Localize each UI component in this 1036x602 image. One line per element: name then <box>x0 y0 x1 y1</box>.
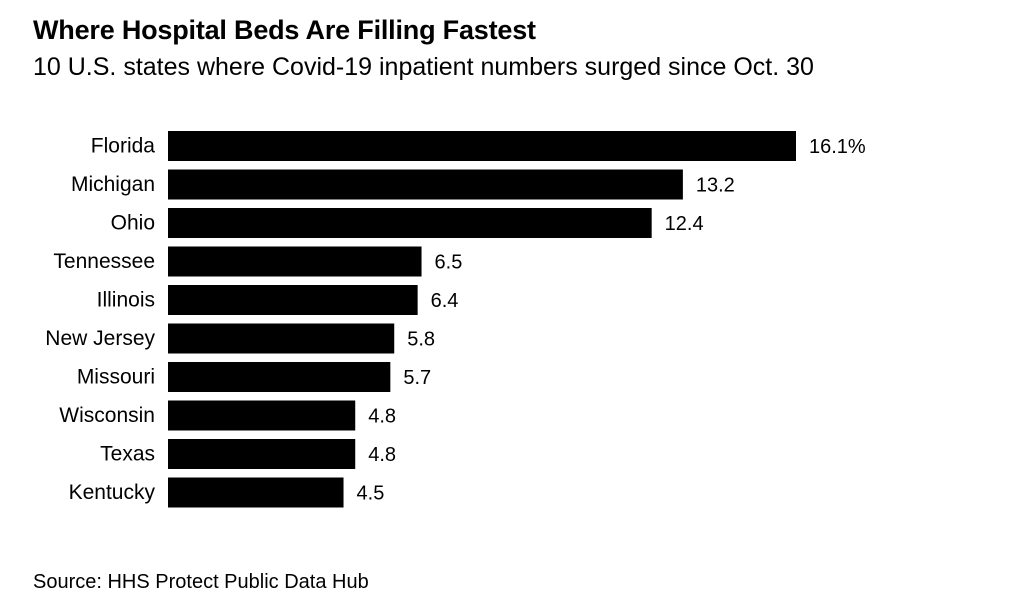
category-label-illinois: Illinois <box>97 289 155 312</box>
value-label-illinois: 6.4 <box>431 290 459 312</box>
value-label-missouri: 5.7 <box>403 367 431 389</box>
value-label-tennessee: 6.5 <box>435 252 463 274</box>
value-label-michigan: 13.2 <box>696 175 735 197</box>
bar-florida <box>168 131 796 161</box>
category-label-texas: Texas <box>100 443 155 466</box>
bar-kentucky <box>168 477 344 508</box>
bar-new-jersey <box>168 323 395 354</box>
value-label-wisconsin: 4.8 <box>368 406 396 428</box>
value-label-kentucky: 4.5 <box>357 483 385 505</box>
bar-michigan <box>168 169 683 200</box>
bar-tennessee <box>168 246 422 277</box>
category-label-kentucky: Kentucky <box>69 481 156 504</box>
category-label-new-jersey: New Jersey <box>45 327 155 350</box>
bar-ohio <box>168 208 652 238</box>
category-label-florida: Florida <box>91 135 156 158</box>
bar-missouri <box>168 362 391 392</box>
chart-title: Where Hospital Beds Are Filling Fastest <box>33 15 536 45</box>
chart-subtitle: 10 U.S. states where Covid-19 inpatient … <box>33 53 814 81</box>
category-label-tennessee: Tennessee <box>53 250 155 273</box>
category-label-michigan: Michigan <box>71 173 155 196</box>
value-label-texas: 4.8 <box>368 444 396 466</box>
category-label-ohio: Ohio <box>111 212 155 235</box>
source-note: Source: HHS Protect Public Data Hub <box>33 571 369 593</box>
value-label-ohio: 12.4 <box>665 213 704 235</box>
bar-wisconsin <box>168 400 356 431</box>
category-label-wisconsin: Wisconsin <box>59 404 155 427</box>
value-label-new-jersey: 5.8 <box>407 329 435 351</box>
value-label-florida: 16.1% <box>809 136 866 158</box>
bar-texas <box>168 439 356 469</box>
category-label-missouri: Missouri <box>77 366 155 389</box>
bar-illinois <box>168 285 418 315</box>
